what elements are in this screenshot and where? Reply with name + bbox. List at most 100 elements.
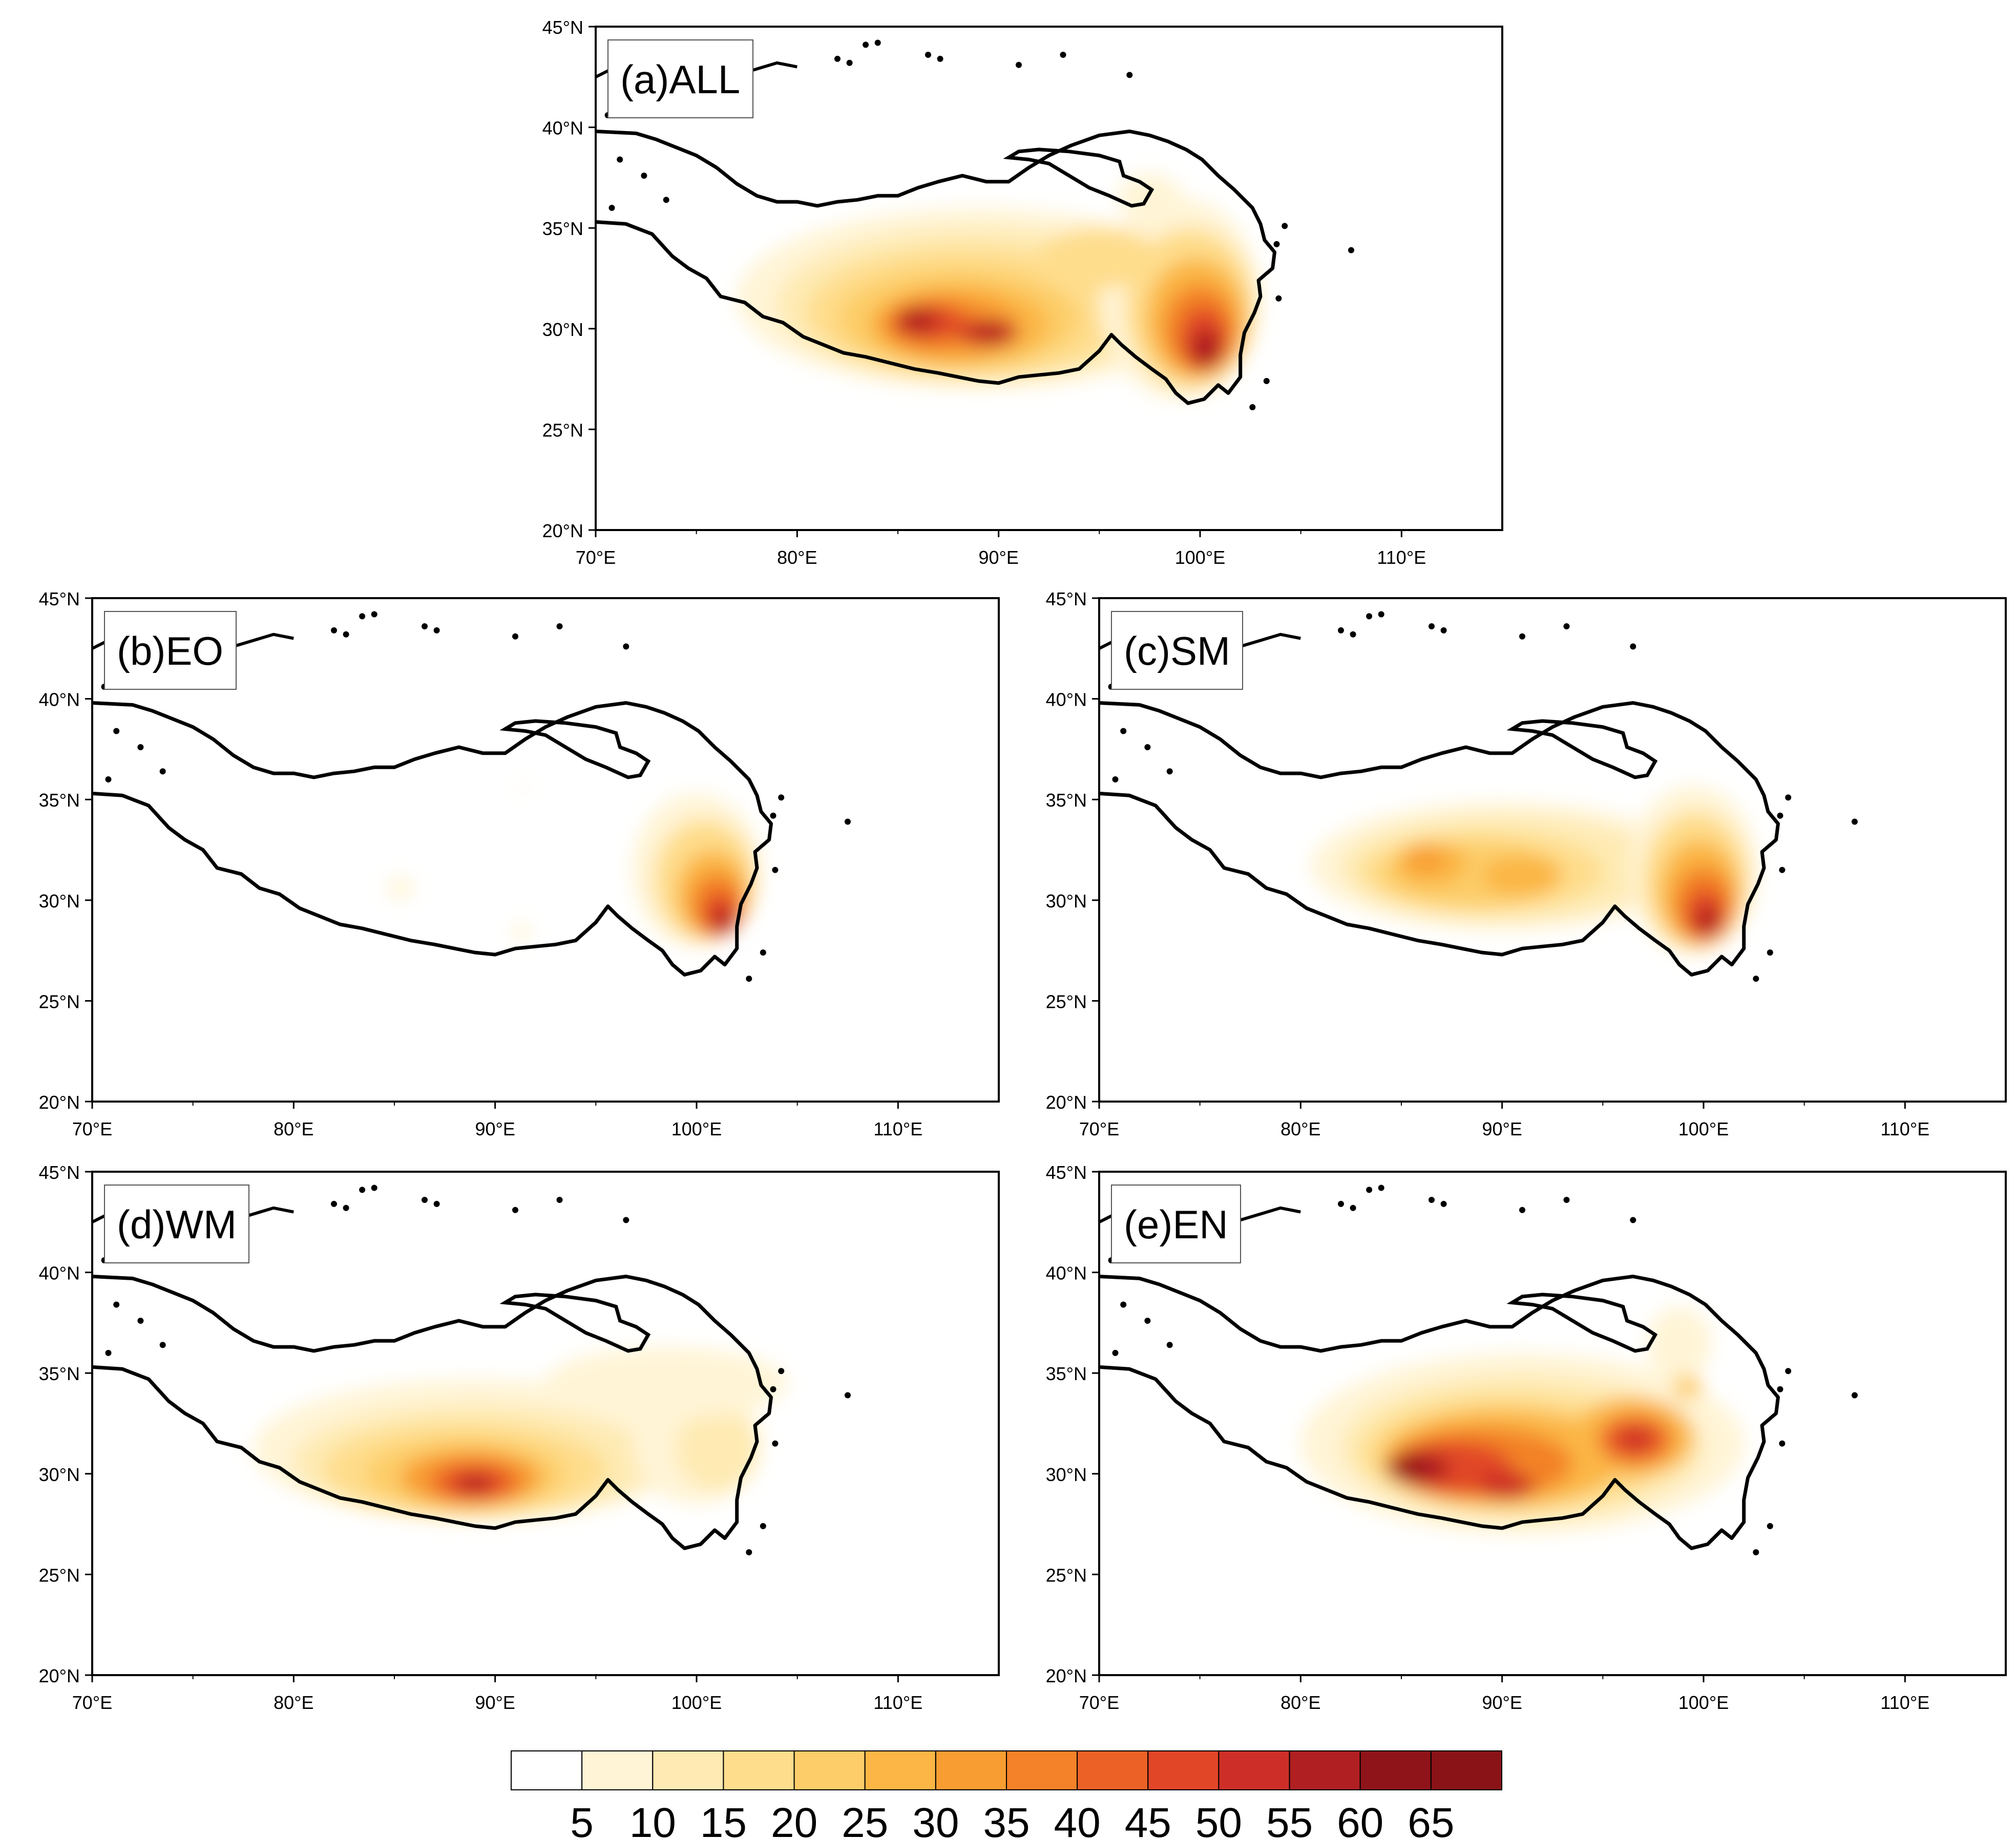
boundary-dot xyxy=(105,1349,112,1356)
boundary-dot xyxy=(760,949,766,956)
boundary-dot xyxy=(770,812,776,819)
lat-tick-label: 30°N xyxy=(39,891,80,912)
boundary-dot xyxy=(1126,72,1133,78)
lat-tick-label: 35°N xyxy=(1046,1363,1087,1384)
lat-tick-label: 25°N xyxy=(1046,991,1087,1012)
lon-tick-label: 110°E xyxy=(873,1118,922,1139)
map-area xyxy=(92,1185,851,1556)
boundary-dot xyxy=(1779,866,1786,873)
boundary-dot xyxy=(1563,1197,1570,1203)
boundary-dot xyxy=(1166,1342,1173,1348)
lon-tick-label: 100°E xyxy=(1678,1118,1729,1139)
axis-ticks: 20°N 25°N 30°N 35°N 40°N 45°N 70°E 80°E 90°E 100°… xyxy=(1046,1162,1930,1713)
boundary-dot xyxy=(1767,1523,1773,1529)
frequency-contour xyxy=(1395,1460,1428,1476)
lon-tick-label: 100°E xyxy=(1678,1692,1729,1713)
boundary-dot xyxy=(1060,52,1066,58)
boundary-dot xyxy=(1366,613,1373,620)
frequency-field xyxy=(737,174,1261,399)
boundary-dot xyxy=(1777,1386,1783,1392)
frequency-contour xyxy=(1190,328,1223,369)
lon-tick-label: 80°E xyxy=(777,547,817,568)
boundary-dot xyxy=(1378,1185,1384,1191)
colorbar-box xyxy=(1147,1750,1220,1790)
boundary-dot xyxy=(1852,1392,1858,1399)
boundary-dot xyxy=(874,39,881,46)
axis-ticks: 20°N 25°N 30°N 35°N 40°N 45°N 70°E 80°E 90°E 100°… xyxy=(39,588,923,1139)
boundary-dot xyxy=(331,1200,337,1207)
boundary-dot xyxy=(343,631,349,638)
boundary-dot xyxy=(359,1187,366,1193)
boundary-dot xyxy=(1144,1318,1151,1324)
qaidam-basin-outline xyxy=(499,719,651,779)
frequency-contour xyxy=(1647,1306,1712,1379)
colorbar-label: 35 xyxy=(983,1800,1030,1839)
map-frame xyxy=(91,597,1000,1103)
map-panel-en: 20°N 25°N 30°N 35°N 40°N 45°N 70°E 80°E 90°E 100°… xyxy=(1046,1162,2007,1713)
panel-label-box xyxy=(104,1185,249,1263)
boundary-dot xyxy=(359,613,366,620)
panel-label: (e)EN xyxy=(1111,1185,1241,1263)
panel-label: (a)ALL xyxy=(607,39,753,118)
frequency-contour xyxy=(676,1409,758,1490)
lon-tick-label: 80°E xyxy=(1280,1118,1320,1139)
boundary-dot xyxy=(1016,61,1022,68)
map-area xyxy=(1099,611,1858,982)
boundary-dot xyxy=(1630,643,1636,650)
boundary-dot xyxy=(1338,1200,1344,1207)
boundary-dot xyxy=(1112,1349,1119,1356)
frequency-field xyxy=(253,1347,787,1520)
lat-tick-label: 20°N xyxy=(1046,1092,1087,1113)
boundary-dot xyxy=(845,818,851,825)
lon-tick-label: 100°E xyxy=(671,1692,722,1713)
lat-tick-label: 45°N xyxy=(39,588,80,609)
panel-label-box xyxy=(1111,1185,1241,1263)
axis-ticks: 20°N 25°N 30°N 35°N 40°N 45°N 70°E 80°E 90°E 100°… xyxy=(1046,588,1930,1139)
lon-tick-label: 110°E xyxy=(873,1692,922,1713)
lon-tick-label: 100°E xyxy=(1175,547,1225,568)
boundary-dot xyxy=(623,1217,629,1223)
frequency-contour xyxy=(1616,1427,1653,1452)
frequency-shading xyxy=(386,783,761,947)
boundary-dot xyxy=(1429,1197,1435,1203)
boundary-dot xyxy=(778,1368,785,1375)
boundary-dot xyxy=(512,633,518,640)
lon-tick-label: 110°E xyxy=(1880,1692,1929,1713)
lat-tick-label: 40°N xyxy=(39,689,80,710)
map-panel-wm: 20°N 25°N 30°N 35°N 40°N 45°N 70°E 80°E 90°E 100°… xyxy=(39,1162,1000,1713)
lat-tick-label: 45°N xyxy=(39,1162,80,1183)
lat-tick-label: 45°N xyxy=(1046,588,1087,609)
colorbar-box xyxy=(1006,1750,1078,1790)
map-panel-eo: 20°N 25°N 30°N 35°N 40°N 45°N 70°E 80°E 90°E 100°… xyxy=(39,588,1000,1139)
frequency-field xyxy=(1311,785,1758,955)
panel-label-text: (e)EN xyxy=(1124,1202,1228,1247)
lon-tick-label: 70°E xyxy=(1079,1118,1119,1139)
colorbar-box xyxy=(864,1750,936,1790)
boundary-dot xyxy=(1440,627,1447,633)
colorbar-label: 20 xyxy=(771,1800,817,1839)
boundary-dot xyxy=(1120,728,1127,734)
boundary-dot xyxy=(137,1318,144,1324)
frequency-field xyxy=(386,783,761,947)
colorbar-label: 45 xyxy=(1125,1800,1171,1839)
boundary-dot xyxy=(1378,611,1384,618)
frequency-contour xyxy=(1117,174,1182,222)
boundary-dot xyxy=(556,623,563,629)
lat-tick-label: 40°N xyxy=(1046,689,1087,710)
lat-tick-label: 30°N xyxy=(1046,891,1087,912)
colorbar-box xyxy=(723,1750,795,1790)
colorbar-label: 5 xyxy=(570,1800,594,1839)
boundary-dot xyxy=(846,59,853,66)
boundary-dot xyxy=(1275,295,1282,302)
panel-label-box xyxy=(104,611,237,690)
colorbar-label: 50 xyxy=(1195,1800,1242,1839)
boundary-dot xyxy=(863,41,869,48)
lon-tick-label: 70°E xyxy=(72,1118,112,1139)
boundary-dot xyxy=(1563,623,1570,629)
colorbar-label: 55 xyxy=(1266,1800,1313,1839)
colorbar-box xyxy=(1430,1750,1502,1790)
lat-tick-label: 35°N xyxy=(1046,790,1087,811)
lon-tick-label: 80°E xyxy=(1280,1692,1320,1713)
boundary-dot xyxy=(113,1301,120,1308)
qaidam-basin-outline xyxy=(1506,1293,1658,1353)
